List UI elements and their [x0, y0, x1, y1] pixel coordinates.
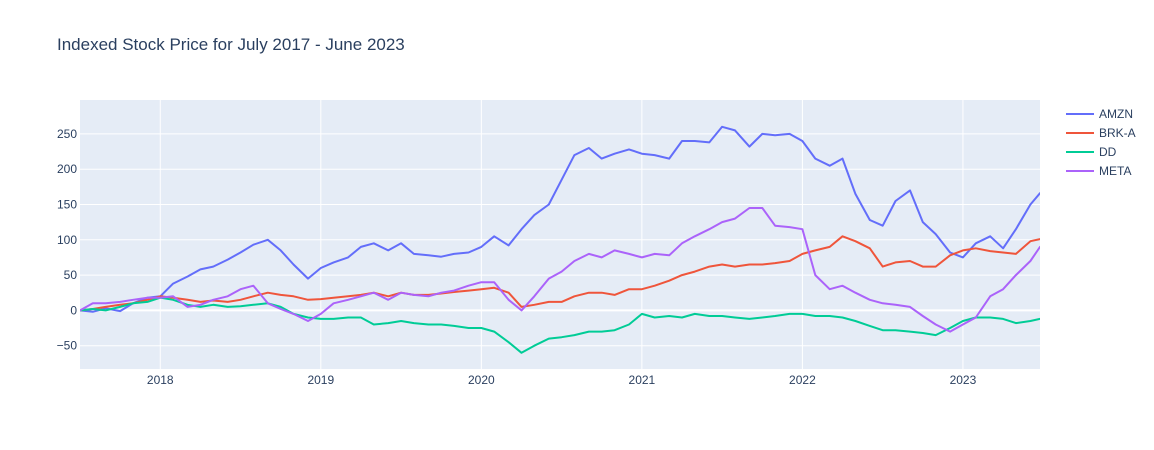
legend-item-dd[interactable]: DD — [1066, 145, 1117, 159]
series-line-brk-a[interactable] — [80, 235, 1040, 312]
legend-label: BRK-A — [1099, 126, 1136, 140]
legend-item-meta[interactable]: META — [1066, 164, 1131, 178]
y-tick-label: 0 — [70, 303, 77, 317]
x-tick-label: 2021 — [629, 373, 656, 387]
series-line-dd[interactable] — [80, 296, 1040, 354]
legend: AMZN BRK-A DD META — [1066, 107, 1136, 178]
legend-item-amzn[interactable]: AMZN — [1066, 107, 1133, 121]
y-tick-label: 50 — [64, 268, 78, 282]
y-tick-label: −50 — [57, 339, 78, 353]
x-tick-label: 2020 — [468, 373, 495, 387]
series-line-meta[interactable] — [80, 207, 1040, 333]
series-line-amzn[interactable] — [80, 125, 1040, 313]
y-tick-label: 200 — [57, 162, 77, 176]
grid — [80, 100, 1040, 369]
axes: 2018 2019 2020 2021 2022 2023 250 200 150 100 50 0 −… — [57, 127, 977, 387]
x-tick-label: 2018 — [147, 373, 174, 387]
y-tick-label: 100 — [57, 233, 77, 247]
series-layer — [80, 125, 1040, 354]
y-tick-label: 150 — [57, 197, 77, 211]
y-tick-label: 250 — [57, 127, 77, 141]
legend-label: AMZN — [1099, 107, 1133, 121]
legend-item-brk-a[interactable]: BRK-A — [1066, 126, 1136, 140]
x-tick-label: 2019 — [307, 373, 334, 387]
x-tick-label: 2023 — [950, 373, 977, 387]
legend-label: META — [1099, 164, 1131, 178]
legend-label: DD — [1099, 145, 1117, 159]
plot-area[interactable] — [80, 100, 1040, 369]
chart-title: Indexed Stock Price for July 2017 - June… — [57, 35, 405, 54]
x-tick-label: 2022 — [789, 373, 816, 387]
